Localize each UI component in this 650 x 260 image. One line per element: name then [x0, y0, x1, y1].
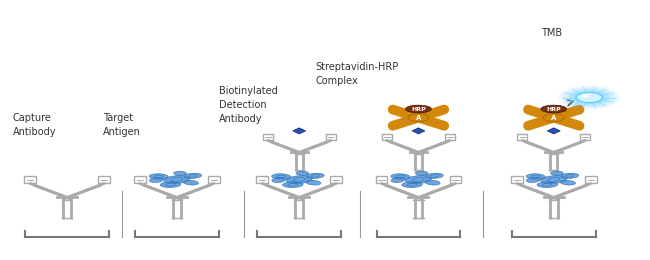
- Ellipse shape: [174, 171, 187, 175]
- Ellipse shape: [561, 173, 579, 178]
- Ellipse shape: [426, 173, 443, 178]
- Ellipse shape: [415, 171, 428, 175]
- Ellipse shape: [391, 174, 410, 179]
- Ellipse shape: [149, 174, 168, 179]
- Circle shape: [543, 114, 564, 122]
- Ellipse shape: [537, 182, 558, 187]
- Text: HRP: HRP: [411, 107, 426, 112]
- Ellipse shape: [160, 182, 181, 187]
- Text: HRP: HRP: [547, 107, 561, 112]
- Polygon shape: [547, 128, 560, 134]
- Text: A: A: [416, 115, 421, 121]
- Circle shape: [564, 87, 615, 108]
- Ellipse shape: [272, 174, 291, 179]
- Ellipse shape: [150, 178, 163, 183]
- Circle shape: [558, 85, 620, 110]
- Text: Biotinylated
Detection
Antibody: Biotinylated Detection Antibody: [218, 86, 278, 124]
- Ellipse shape: [164, 176, 190, 184]
- Ellipse shape: [183, 180, 198, 185]
- Text: A: A: [551, 115, 556, 121]
- Ellipse shape: [306, 173, 324, 178]
- Ellipse shape: [272, 178, 285, 183]
- Ellipse shape: [306, 180, 321, 185]
- Circle shape: [574, 92, 605, 104]
- Ellipse shape: [406, 176, 432, 184]
- Circle shape: [577, 93, 602, 103]
- Ellipse shape: [560, 180, 575, 185]
- Ellipse shape: [526, 178, 540, 183]
- Text: Target
Antigen: Target Antigen: [103, 113, 140, 137]
- Ellipse shape: [551, 171, 564, 175]
- Text: Capture
Antibody: Capture Antibody: [12, 113, 56, 137]
- Polygon shape: [292, 128, 306, 134]
- Ellipse shape: [286, 176, 313, 184]
- Circle shape: [581, 94, 590, 98]
- Text: TMB: TMB: [541, 28, 562, 38]
- Ellipse shape: [402, 182, 422, 187]
- Ellipse shape: [541, 176, 567, 184]
- Circle shape: [408, 114, 429, 122]
- Ellipse shape: [296, 171, 309, 175]
- Polygon shape: [412, 128, 425, 134]
- Ellipse shape: [391, 178, 404, 183]
- Text: Streptavidin-HRP
Complex: Streptavidin-HRP Complex: [315, 62, 398, 86]
- Ellipse shape: [541, 105, 567, 113]
- Ellipse shape: [425, 180, 440, 185]
- Circle shape: [569, 89, 610, 106]
- Ellipse shape: [526, 174, 545, 179]
- Ellipse shape: [184, 173, 202, 178]
- Ellipse shape: [283, 182, 303, 187]
- Ellipse shape: [406, 105, 432, 113]
